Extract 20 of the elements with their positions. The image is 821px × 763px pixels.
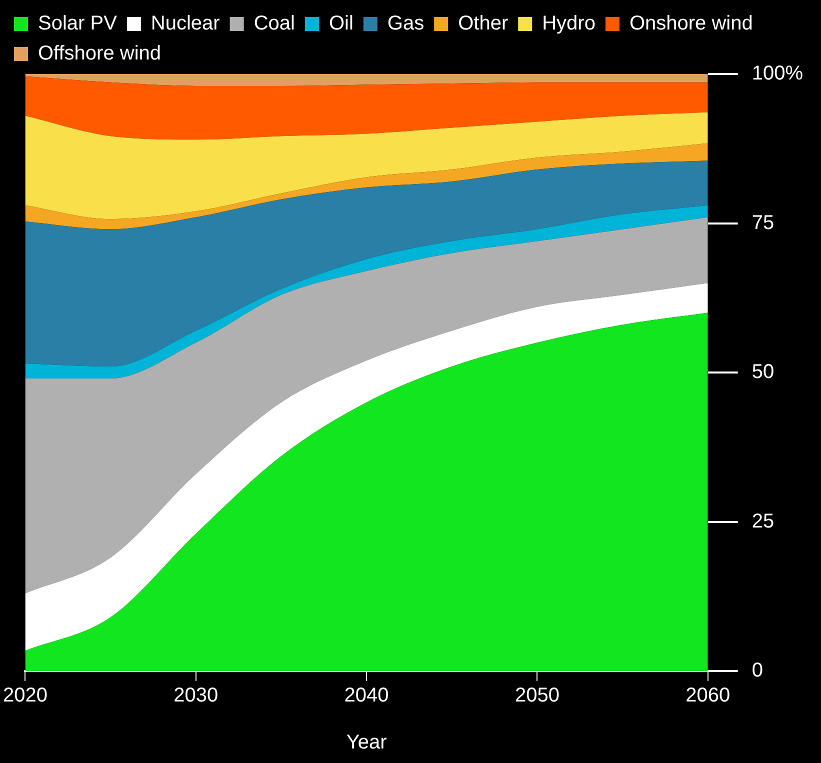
x-axis-title: Year — [346, 732, 388, 754]
y-tick-label: 100% — [752, 62, 804, 85]
legend-label: Coal — [254, 12, 295, 35]
x-tick-label: 2020 — [2, 684, 48, 707]
y-tick-label: 75 — [752, 212, 774, 234]
legend-label: Hydro — [542, 12, 596, 35]
legend-label: Onshore wind — [629, 12, 753, 35]
y-tick-label: 50 — [752, 361, 774, 384]
y-tick-label: 0 — [752, 660, 763, 682]
legend-label: Nuclear — [150, 12, 220, 35]
x-tick-label: 2050 — [514, 684, 560, 707]
x-tick-label: 2030 — [174, 684, 218, 707]
legend-label: Offshore wind — [38, 42, 162, 65]
x-tick-label: 2060 — [686, 684, 730, 707]
legend-label: Oil — [328, 12, 354, 35]
y-tick-label: 25 — [752, 510, 774, 532]
x-tick-label: 2040 — [344, 684, 389, 707]
legend-label: Gas — [387, 12, 424, 35]
legend-label: Other — [458, 12, 508, 35]
legend-label: Solar PV — [38, 12, 118, 35]
